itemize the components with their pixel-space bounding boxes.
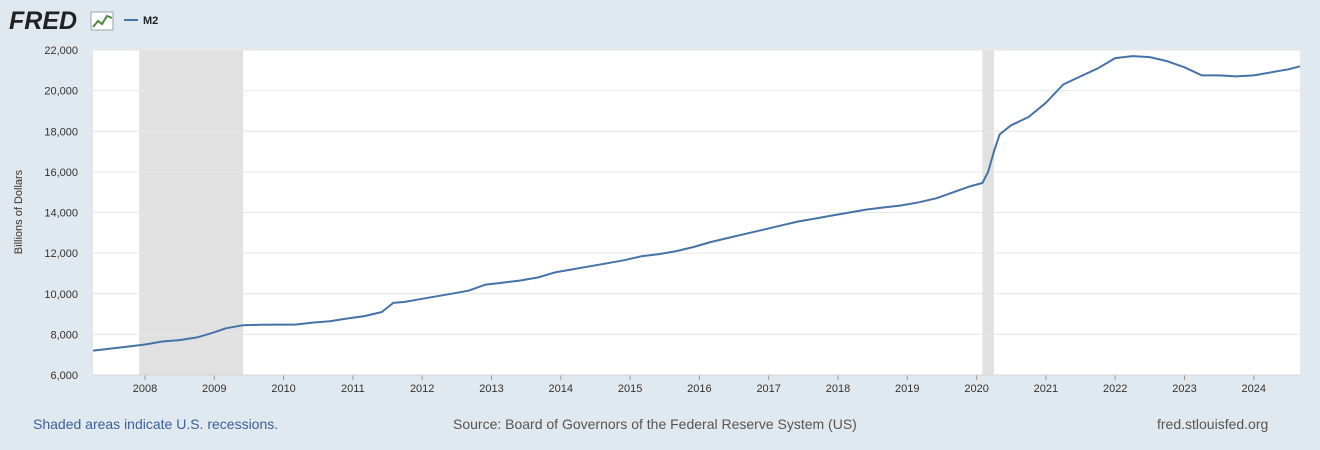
y-tick-label: 8,000 [50,329,78,341]
gridlines [93,49,1300,376]
fred-logo: FRED [9,7,114,35]
x-tick-label: 2018 [826,383,850,395]
y-tick-label: 12,000 [44,248,78,260]
source-text: Source: Board of Governors of the Federa… [453,416,857,432]
y-axis-tick-labels: 6,000 8,000 10,000 12,000 14,000 16,000 18,000… [44,45,78,382]
x-tick-label: 2012 [410,383,434,395]
y-tick-label: 18,000 [44,126,78,138]
line-chart-icon [90,11,114,31]
y-tick-label: 16,000 [44,167,78,179]
y-tick-label: 22,000 [44,45,78,57]
x-tick-label: 2014 [549,383,573,395]
legend[interactable]: M2 [124,15,158,27]
x-tick-label: 2021 [1034,383,1058,395]
x-tick-label: 2013 [479,383,503,395]
x-tick-label: 2016 [687,383,711,395]
y-tick-label: 10,000 [44,289,78,301]
fred-logo-text: FRED [9,7,77,35]
x-tick-label: 2015 [618,383,642,395]
legend-label-m2: M2 [143,15,158,27]
series-layer [92,55,1301,352]
y-tick-label: 6,000 [50,370,78,382]
x-tick-label: 2019 [895,383,919,395]
recession-note: Shaded areas indicate U.S. recessions. [33,416,279,432]
x-tick-label: 2024 [1242,383,1266,395]
series-line-m2 [92,55,1301,352]
x-tick-label: 2017 [756,383,780,395]
y-tick-label: 14,000 [44,208,78,220]
site-url[interactable]: fred.stlouisfed.org [1157,416,1269,432]
x-tick-label: 2010 [271,383,295,395]
x-tick-label: 2023 [1172,383,1196,395]
x-axis-tick-labels: 2008 2009 2010 2011 2012 2013 2014 2015 2016 2017… [133,375,1266,395]
x-tick-label: 2008 [133,383,157,395]
y-tick-label: 20,000 [44,86,78,98]
x-tick-label: 2020 [964,383,988,395]
x-tick-label: 2009 [202,383,226,395]
x-tick-label: 2011 [341,383,365,395]
x-tick-label: 2022 [1103,383,1127,395]
y-axis-label: Billions of Dollars [13,169,25,254]
